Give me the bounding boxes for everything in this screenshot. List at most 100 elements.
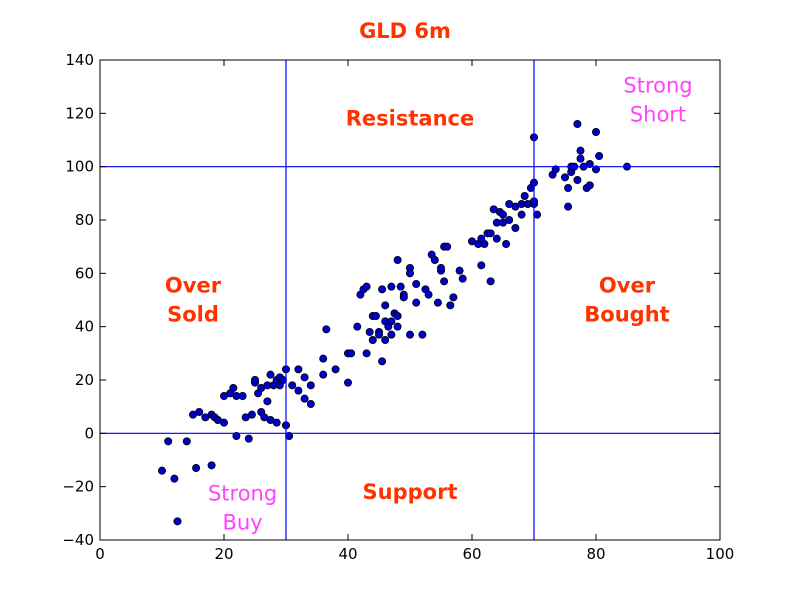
data-point-82 — [399, 293, 408, 302]
y-tick-label: 100 — [65, 158, 94, 176]
data-point-110 — [486, 229, 495, 238]
data-point-56 — [353, 322, 362, 331]
y-tick-label: 0 — [84, 424, 94, 442]
data-point-90 — [424, 290, 433, 299]
y-tick-label: −20 — [62, 478, 94, 496]
data-point-47 — [306, 381, 315, 390]
data-point-95 — [436, 263, 445, 272]
data-point-112 — [492, 234, 501, 243]
y-tick-label: 80 — [75, 211, 94, 229]
data-point-54 — [343, 378, 352, 387]
zone-label-3-line-0: Over — [599, 274, 656, 298]
axis-ticks: 0 20 40 60 80 100 −40 −20 0 20 40 60 80 100 120 140 — [62, 51, 734, 563]
data-point-86 — [412, 298, 421, 307]
data-point-50 — [319, 354, 328, 363]
data-point-35 — [272, 418, 281, 427]
zone-label-3-line-1: Bought — [584, 303, 669, 327]
y-tick-label: 120 — [65, 104, 94, 122]
data-point-120 — [511, 223, 520, 232]
data-point-147 — [585, 181, 594, 190]
data-point-31 — [266, 370, 275, 379]
data-point-77 — [393, 311, 402, 320]
data-point-3 — [173, 517, 182, 526]
zone-label-1-line-0: Support — [363, 480, 458, 504]
data-point-51 — [322, 325, 331, 334]
data-point-80 — [396, 282, 405, 291]
data-point-52 — [331, 365, 340, 374]
data-point-61 — [365, 327, 374, 336]
zone-label-5-line-1: Buy — [223, 511, 263, 535]
data-point-107 — [480, 239, 489, 248]
data-point-66 — [374, 330, 383, 339]
data-point-55 — [347, 349, 356, 358]
zone-label-2-line-1: Sold — [167, 303, 219, 327]
data-point-48 — [306, 399, 315, 408]
data-point-1 — [164, 437, 173, 446]
data-point-150 — [595, 151, 604, 160]
zone-labels: Resistance Support Over Sold Over Bought Stron… — [165, 74, 693, 535]
data-point-102 — [458, 274, 467, 283]
y-tick-label: −40 — [62, 531, 94, 549]
data-point-24 — [250, 375, 259, 384]
data-point-79 — [393, 322, 402, 331]
data-point-85 — [405, 330, 414, 339]
data-point-59 — [362, 282, 371, 291]
data-point-93 — [433, 298, 442, 307]
zone-label-2-line-0: Over — [165, 274, 222, 298]
data-point-4 — [182, 437, 191, 446]
data-point-136 — [564, 183, 573, 192]
data-point-69 — [381, 301, 390, 310]
data-point-143 — [576, 146, 585, 155]
data-point-74 — [387, 282, 396, 291]
y-tick-label: 140 — [65, 51, 94, 69]
x-tick-label: 60 — [462, 545, 481, 563]
data-point-64 — [371, 311, 380, 320]
data-points — [157, 120, 632, 526]
data-point-67 — [378, 285, 387, 294]
data-point-98 — [443, 242, 452, 251]
zone-label-0-line-0: Resistance — [346, 107, 474, 131]
data-point-149 — [592, 165, 601, 174]
data-point-92 — [430, 255, 439, 264]
data-point-44 — [294, 386, 303, 395]
data-point-0 — [157, 466, 166, 475]
data-point-10 — [207, 461, 216, 470]
data-point-146 — [585, 159, 594, 168]
data-point-29 — [263, 397, 272, 406]
data-point-18 — [232, 431, 241, 440]
y-tick-label: 20 — [75, 371, 94, 389]
data-point-109 — [486, 277, 495, 286]
data-point-117 — [502, 239, 511, 248]
data-point-21 — [244, 434, 253, 443]
data-point-16 — [229, 383, 238, 392]
data-point-2 — [170, 474, 179, 483]
y-tick-label: 40 — [75, 318, 94, 336]
data-point-141 — [573, 120, 582, 129]
data-point-135 — [564, 202, 573, 211]
data-point-73 — [387, 330, 396, 339]
zone-label-4-line-0: Strong — [623, 74, 692, 98]
data-point-134 — [561, 173, 570, 182]
data-point-43 — [294, 365, 303, 374]
chart-title: GLD 6m — [359, 19, 451, 43]
data-point-106 — [477, 261, 486, 270]
data-point-97 — [440, 277, 449, 286]
zone-label-4-line-1: Short — [630, 103, 686, 127]
zone-label-5-line-0: Strong — [208, 482, 277, 506]
data-point-75 — [387, 317, 396, 326]
data-point-88 — [418, 330, 427, 339]
data-point-100 — [449, 293, 458, 302]
data-point-63 — [368, 335, 377, 344]
data-point-122 — [517, 210, 526, 219]
data-point-22 — [247, 410, 256, 419]
data-point-13 — [219, 418, 228, 427]
data-point-118 — [505, 215, 514, 224]
x-tick-label: 20 — [214, 545, 233, 563]
data-point-101 — [455, 266, 464, 275]
x-tick-label: 0 — [95, 545, 105, 563]
data-point-19 — [238, 391, 247, 400]
data-point-124 — [520, 191, 529, 200]
data-point-46 — [300, 394, 309, 403]
reference-lines — [100, 60, 720, 540]
